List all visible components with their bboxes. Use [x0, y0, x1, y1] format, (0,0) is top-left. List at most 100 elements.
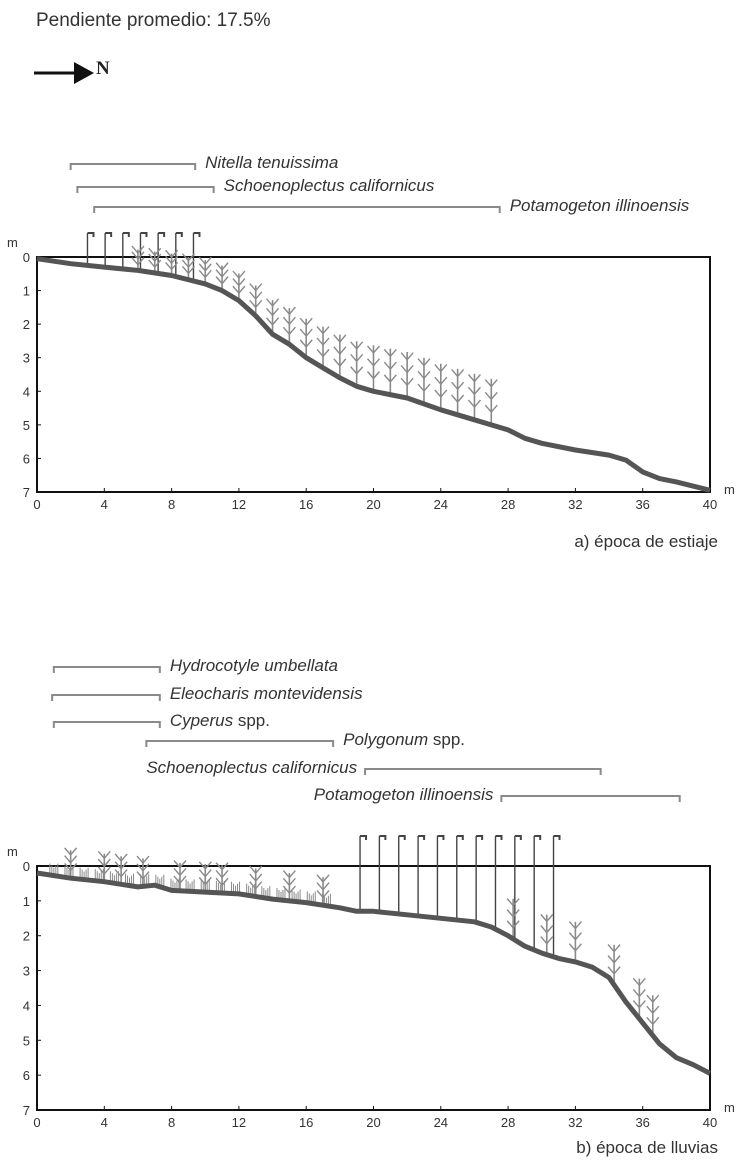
range-bracket	[500, 795, 681, 802]
y-unit-label: m	[7, 235, 18, 250]
submerged-plant-icon	[181, 253, 195, 280]
range-bracket	[69, 163, 197, 170]
range-bracket	[52, 721, 161, 728]
x-tick-label: 40	[703, 497, 717, 512]
submerged-plant-icon	[417, 357, 431, 404]
y-tick-label: 0	[23, 250, 30, 265]
y-tick-label: 1	[23, 894, 30, 909]
submerged-plant-icon	[333, 334, 347, 378]
x-tick-label: 4	[101, 497, 108, 512]
x-tick-label: 4	[101, 1115, 108, 1130]
species-label: Schoenoplectus californicus	[224, 176, 435, 195]
submerged-plant-icon	[568, 921, 582, 962]
species-label: Potamogeton illinoensis	[510, 196, 690, 215]
emergent-reed-icon	[514, 835, 522, 940]
emergent-reed-icon	[359, 835, 368, 912]
submerged-plant-icon	[215, 862, 229, 894]
y-unit-label: m	[7, 844, 18, 859]
range-bracket	[93, 206, 501, 213]
x-tick-label: 16	[299, 1115, 313, 1130]
submerged-plant-icon	[232, 270, 246, 301]
species-label: Polygonum spp.	[343, 730, 465, 749]
species-range-eleocharis-montevidensis: Eleocharis montevidensis	[51, 684, 363, 703]
panel-caption: b) época de lluvias	[576, 1138, 718, 1157]
submerged-plant-icon	[114, 853, 128, 885]
species-label: Hydrocotyle umbellata	[170, 656, 338, 675]
emergent-reed-icon	[122, 232, 130, 269]
emergent-reed-icon	[533, 835, 542, 951]
emergent-reed-icon	[104, 232, 113, 268]
x-tick-label: 32	[568, 1115, 582, 1130]
submerged-plant-icon	[165, 249, 179, 276]
range-bracket	[51, 694, 161, 701]
submerged-plant-icon	[316, 326, 330, 368]
submerged-plant-icon	[540, 913, 554, 955]
submerged-plant-icon	[97, 850, 111, 882]
submerged-plant-icon	[506, 898, 520, 939]
emergent-reed-icon	[456, 835, 464, 920]
lake-bottom-profile	[36, 256, 711, 493]
y-tick-label: 4	[23, 998, 30, 1013]
x-tick-label: 28	[501, 1115, 515, 1130]
submerged-plant-icon	[136, 855, 150, 887]
y-tick-label: 3	[23, 351, 30, 366]
y-tick-label: 3	[23, 964, 30, 979]
range-bracket	[145, 740, 335, 747]
x-tick-label: 32	[568, 497, 582, 512]
species-range-hydrocotyle-umbellata: Hydrocotyle umbellata	[52, 656, 338, 675]
emergent-reed-icon	[436, 835, 445, 918]
x-unit-label: m	[724, 482, 735, 497]
y-tick-label: 5	[23, 1033, 30, 1048]
emergent-reed-icon	[398, 835, 406, 914]
submerged-plant-icon	[607, 944, 621, 985]
y-tick-label: 7	[23, 1103, 30, 1118]
species-range-potamogeton-illinoensis: Potamogeton illinoensis	[314, 785, 681, 804]
vegetation-layer	[86, 232, 498, 425]
north-arrow-icon	[34, 62, 94, 84]
species-label: Nitella tenuissima	[205, 153, 338, 172]
species-label: Eleocharis montevidensis	[170, 684, 363, 703]
x-tick-label: 20	[366, 497, 380, 512]
y-tick-label: 1	[23, 284, 30, 299]
submerged-plant-icon	[316, 874, 330, 906]
lake-bottom-profile	[36, 870, 712, 1076]
submerged-plant-icon	[282, 306, 296, 345]
average-slope-label: Pendiente promedio: 17.5%	[36, 10, 271, 31]
submerged-plant-icon	[646, 994, 660, 1036]
range-bracket	[76, 186, 215, 193]
submerged-plant-icon	[400, 352, 414, 398]
x-tick-label: 24	[434, 1115, 448, 1130]
submerged-plant-icon	[148, 247, 162, 273]
profile-diagram-rainy-season: Hydrocotyle umbellata Eleocharis montevid…	[7, 656, 735, 1157]
species-range-schoenoplectus-californicus: Schoenoplectus californicus	[76, 176, 435, 195]
submerged-plant-icon	[249, 283, 263, 316]
north-label: N	[96, 58, 110, 79]
emergent-reed-icon	[475, 835, 484, 923]
submerged-plant-icon	[467, 373, 481, 420]
x-tick-label: 0	[33, 497, 40, 512]
x-tick-label: 12	[232, 497, 246, 512]
species-range-cyperus: Cyperus spp.	[52, 711, 270, 730]
submerged-plant-icon	[173, 860, 187, 891]
emergent-reed-icon	[175, 232, 183, 277]
x-tick-label: 40	[703, 1115, 717, 1130]
x-tick-label: 8	[168, 497, 175, 512]
submerged-plant-icon	[366, 345, 381, 392]
x-tick-label: 20	[366, 1115, 380, 1130]
emergent-reed-icon	[417, 835, 426, 916]
species-label: Potamogeton illinoensis	[314, 785, 494, 804]
emergent-reed-icon	[139, 232, 148, 271]
emergent-reed-icon	[192, 232, 201, 281]
species-range-polygonum: Polygonum spp.	[145, 730, 465, 749]
submerged-plant-icon	[484, 378, 498, 425]
submerged-plant-icon	[383, 348, 397, 395]
submerged-plant-icon	[131, 245, 145, 271]
species-label: Schoenoplectus californicus	[146, 758, 357, 777]
plot-frame	[36, 865, 711, 1111]
emergent-reed-icon	[157, 232, 166, 274]
submerged-plant-icon	[434, 363, 448, 410]
panel-caption: a) época de estiaje	[574, 532, 718, 551]
x-tick-label: 16	[299, 497, 313, 512]
submerged-plant-icon	[64, 847, 78, 879]
x-tick-label: 24	[434, 497, 448, 512]
